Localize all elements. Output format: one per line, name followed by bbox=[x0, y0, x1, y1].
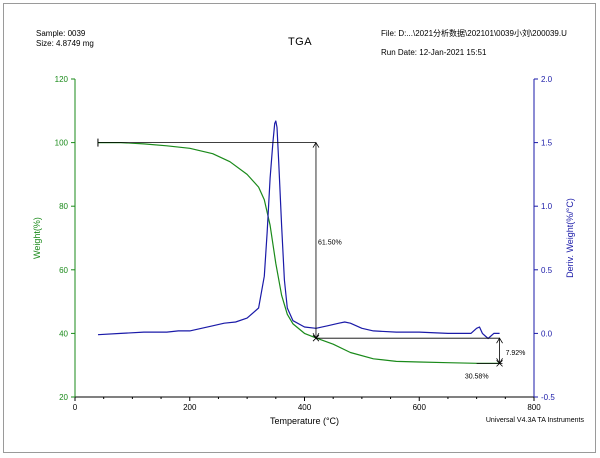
y-tick-label: 40 bbox=[59, 329, 68, 338]
residue-label: 30.58% bbox=[465, 373, 489, 380]
y2-tick-label: 1.5 bbox=[541, 139, 553, 148]
x-tick-label: 400 bbox=[298, 403, 312, 412]
step1-label: 61.50% bbox=[318, 239, 342, 246]
y-axis-label: Weight(%) bbox=[32, 217, 42, 259]
y2-tick-label: 2.0 bbox=[541, 75, 553, 84]
x-axis-label: Temperature (°C) bbox=[270, 416, 339, 426]
weight-line bbox=[98, 143, 500, 364]
y-tick-label: 20 bbox=[59, 393, 68, 402]
y2-axis-label: Deriv. Weight(%/°C) bbox=[565, 198, 575, 278]
step2-label: 7.92% bbox=[506, 350, 526, 357]
x-tick-label: 800 bbox=[527, 403, 541, 412]
y-tick-label: 60 bbox=[59, 266, 68, 275]
y2-tick-label: 0.5 bbox=[541, 266, 553, 275]
x-tick-label: 200 bbox=[183, 403, 197, 412]
y2-tick-label: -0.5 bbox=[541, 393, 555, 402]
y-tick-label: 80 bbox=[59, 202, 68, 211]
y-tick-label: 100 bbox=[55, 139, 69, 148]
y2-tick-label: 1.0 bbox=[541, 202, 553, 211]
x-tick-label: 0 bbox=[73, 403, 78, 412]
x-tick-label: 600 bbox=[413, 403, 427, 412]
deriv-weight-line bbox=[98, 121, 500, 339]
y2-tick-label: 0.0 bbox=[541, 329, 553, 338]
y-tick-label: 120 bbox=[55, 75, 69, 84]
